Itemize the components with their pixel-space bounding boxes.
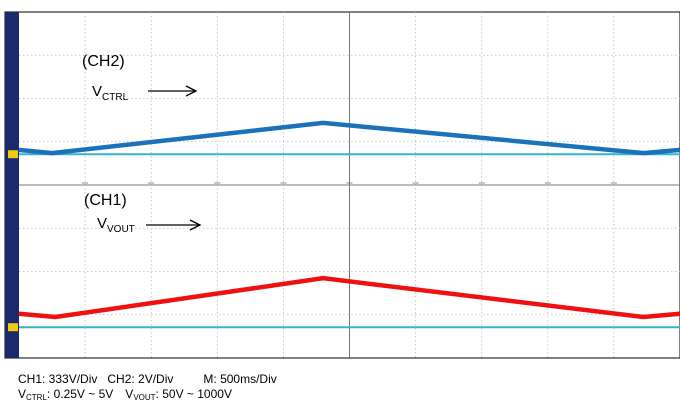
ch2-trace — [18, 120, 680, 156]
ch1-label: (CH1) — [84, 192, 127, 209]
time-scale: M: 500ms/Div — [203, 372, 277, 386]
scale-row: CH1: 333V/Div CH2: 2V/Div M: 500ms/Div — [18, 372, 277, 387]
ch2-ground-marker — [8, 150, 18, 159]
ch1-arrow — [146, 219, 202, 231]
ch2-arrow — [148, 85, 198, 97]
vout-range: VVOUT: 50V ~ 1000V — [125, 387, 232, 402]
ch1-ground-marker — [8, 323, 18, 332]
ch2-variable-label: VCTRL — [92, 83, 129, 103]
screen-left-edge — [5, 12, 19, 358]
traces — [8, 120, 680, 332]
oscilloscope-screen: (CH2) VCTRL (CH1) VVOUT — [4, 11, 680, 359]
ch2-scale: CH2: 2V/Div — [107, 372, 174, 386]
ch1-scale: CH1: 333V/Div — [18, 372, 98, 386]
ch2-label: (CH2) — [82, 53, 125, 70]
range-row: VCTRL: 0.25V ~ 5V VVOUT: 50V ~ 1000V — [18, 387, 277, 405]
ch1-trace — [18, 275, 680, 320]
vctrl-range: VCTRL: 0.25V ~ 5V — [18, 387, 114, 402]
ch1-variable-label: VVOUT — [97, 215, 135, 235]
grid — [19, 12, 680, 358]
settings-footer: CH1: 333V/Div CH2: 2V/Div M: 500ms/Div VCT… — [18, 372, 277, 405]
